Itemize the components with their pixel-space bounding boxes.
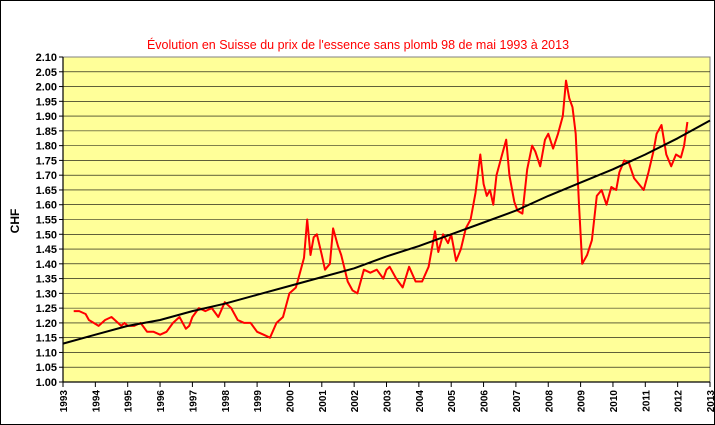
y-tick-label: 1.30 <box>36 288 57 300</box>
y-tick-label: 1.55 <box>36 215 57 227</box>
y-tick-label: 1.85 <box>36 126 57 138</box>
x-tick-label: 2005 <box>447 390 458 413</box>
y-tick-label: 1.40 <box>36 259 57 271</box>
y-tick-label: 1.10 <box>36 347 57 359</box>
y-tick-label: 1.15 <box>36 333 57 345</box>
x-tick-label: 2001 <box>318 390 329 413</box>
x-tick-label: 2003 <box>383 390 394 413</box>
x-tick-label: 1998 <box>221 390 232 413</box>
y-tick-label: 1.90 <box>36 111 57 123</box>
y-tick-label: 1.50 <box>36 229 57 241</box>
x-tick-label: 1996 <box>156 390 167 413</box>
grid <box>63 71 710 368</box>
x-tick-label: 1999 <box>253 390 264 413</box>
y-axis: 1.00 1.05 1.10 1.15 1.20 1.25 1.30 1.35 1.40 1.45… <box>36 52 64 389</box>
x-tick-label: 2004 <box>415 390 426 413</box>
price-series-line <box>73 79 689 339</box>
x-tick-label: 2013 <box>706 390 715 413</box>
y-tick-label: 1.95 <box>36 96 57 108</box>
x-tick-label: 1995 <box>124 390 135 413</box>
series-lines <box>62 79 711 345</box>
y-tick-label: 1.20 <box>36 318 57 330</box>
x-tick-label: 2002 <box>350 390 361 413</box>
x-tick-label: 1997 <box>188 390 199 413</box>
y-tick-label: 2.10 <box>36 52 57 64</box>
x-tick-label: 2012 <box>674 390 685 413</box>
x-tick-label: 2011 <box>641 390 652 412</box>
x-tick-label: 1993 <box>59 390 70 413</box>
trend-line <box>62 119 711 345</box>
x-tick-label: 2009 <box>577 390 588 413</box>
y-tick-label: 1.45 <box>36 244 57 256</box>
y-tick-label: 1.65 <box>36 185 57 197</box>
x-axis: 1993 1994 1995 1996 1997 1998 1999 2000 2001 2002… <box>59 381 715 413</box>
chart-title: Évolution en Suisse du prix de l'essence… <box>147 37 569 52</box>
x-tick-label: 1994 <box>91 390 102 413</box>
y-tick-label: 1.70 <box>36 170 57 182</box>
y-tick-label: 1.00 <box>36 377 57 389</box>
y-tick-label: 1.35 <box>36 274 57 286</box>
y-tick-label: 1.05 <box>36 362 57 374</box>
x-tick-label: 2008 <box>544 390 555 413</box>
x-tick-label: 2006 <box>480 390 491 413</box>
y-axis-label: CHF <box>8 209 22 234</box>
x-tick-label: 2010 <box>609 390 620 413</box>
x-tick-label: 2000 <box>285 390 296 413</box>
x-tick-label: 2007 <box>512 390 523 413</box>
y-tick-label: 1.80 <box>36 141 57 153</box>
y-tick-label: 1.60 <box>36 200 57 212</box>
y-tick-label: 2.00 <box>36 82 57 94</box>
y-tick-label: 2.05 <box>36 67 57 79</box>
y-tick-label: 1.25 <box>36 303 57 315</box>
y-tick-label: 1.75 <box>36 155 57 167</box>
